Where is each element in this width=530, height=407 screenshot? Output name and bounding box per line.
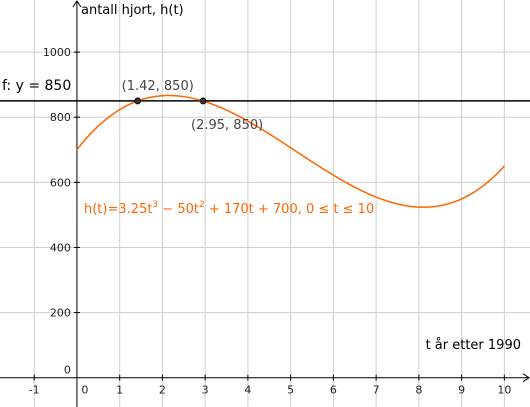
x-tick-label: 5 — [287, 384, 294, 397]
x-tick-label: 6 — [330, 384, 337, 397]
intersection-points: (1.42, 850) (2.95, 850) — [122, 79, 264, 133]
intersection-point — [199, 97, 207, 105]
intersection-point-label: (1.42, 850) — [122, 79, 194, 94]
x-tick-label: 10 — [497, 384, 511, 397]
y-tick-label: 1000 — [43, 46, 71, 59]
x-tick-label: -1 — [29, 384, 40, 397]
y-tick-label: 200 — [50, 307, 71, 320]
x-tick-label: 9 — [458, 384, 465, 397]
function-label-main: h(t)=3.25t — [84, 202, 152, 217]
y-tick-label: 600 — [50, 176, 71, 189]
intersection-point-label: (2.95, 850) — [191, 118, 263, 133]
x-tick-label: 7 — [373, 384, 380, 397]
function-label-mid: − 50t — [158, 202, 199, 217]
x-axis-arrow — [522, 373, 530, 383]
function-curve — [76, 94, 505, 208]
x-tick-label: 3 — [202, 384, 209, 397]
y-tick-label: 800 — [50, 111, 71, 124]
function-label-exp2: 2 — [199, 200, 205, 210]
intersection-point — [134, 97, 142, 105]
x-tick-label: 4 — [244, 384, 251, 397]
function-label-exp1: 3 — [152, 200, 158, 210]
function-curve-group — [76, 94, 505, 208]
x-axis-label: t år etter 1990 — [426, 338, 521, 353]
x-tick-label: 0 — [81, 384, 88, 397]
y-tick-label: 400 — [50, 241, 71, 254]
x-tick-label: 8 — [415, 384, 422, 397]
horizontal-line-label: f: y = 850 — [2, 78, 71, 94]
function-label: h(t)=3.25t3 − 50t2 + 170t + 700, 0 ≤ t ≤… — [84, 200, 374, 217]
tick-labels: -1 0 1 2 3 4 5 6 7 8 9 10 0 200 400 600 800 1000 — [29, 46, 512, 397]
y-axis-arrow — [72, 0, 82, 8]
y-axis-label: antall hjort, h(t) — [81, 3, 184, 18]
function-label-tail: + 170t + 700, 0 ≤ t ≤ 10 — [205, 202, 375, 217]
x-tick-label: 2 — [159, 384, 166, 397]
y-tick-label: 0 — [64, 364, 71, 377]
x-tick-label: 1 — [116, 384, 123, 397]
